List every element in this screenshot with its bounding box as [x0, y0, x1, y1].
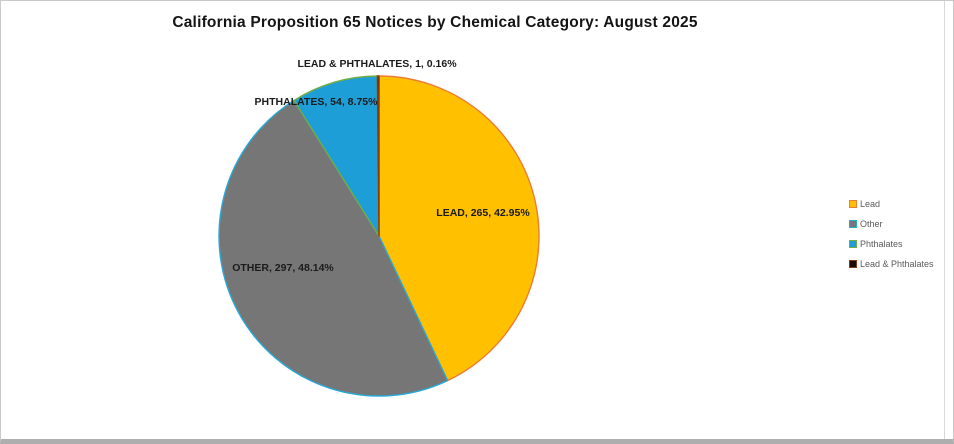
legend-item-lead-phthalates[interactable]: Lead & Phthalates	[849, 258, 934, 269]
slice-label-lead: LEAD, 265, 42.95%	[436, 207, 530, 219]
chart-title: California Proposition 65 Notices by Che…	[172, 14, 698, 31]
chart-legend: Lead Other Phthalates Lead & Phthalates	[849, 198, 934, 269]
pie-slice-lead-phthalates[interactable]	[376, 75, 380, 237]
legend-item-lead[interactable]: Lead	[849, 198, 934, 209]
slice-label-lead-phthalates: LEAD & PHTHALATES, 1, 0.16%	[297, 58, 457, 70]
legend-item-other[interactable]: Other	[849, 218, 934, 229]
legend-label-lead-phthalates: Lead & Phthalates	[860, 258, 934, 269]
slice-label-phthalates: PHTHALATES, 54, 8.75%	[254, 96, 378, 108]
legend-item-phthalates[interactable]: Phthalates	[849, 238, 934, 249]
legend-label-lead: Lead	[860, 198, 881, 209]
legend-swatch-lead-icon	[849, 199, 857, 208]
pie-slice-other[interactable]	[218, 99, 449, 397]
legend-swatch-phthalates-icon	[849, 239, 857, 248]
pie-slice-lead[interactable]	[378, 75, 540, 382]
pie-slice-phthalates[interactable]	[293, 75, 380, 237]
legend-swatch-lead-phthalates-icon	[849, 259, 857, 268]
pie-chart-svg	[218, 75, 540, 397]
legend-label-phthalates: Phthalates	[860, 238, 903, 249]
legend-label-other: Other	[860, 218, 883, 229]
right-divider-line	[944, 1, 945, 439]
slice-label-other: OTHER, 297, 48.14%	[232, 262, 334, 274]
legend-swatch-other-icon	[849, 219, 857, 228]
